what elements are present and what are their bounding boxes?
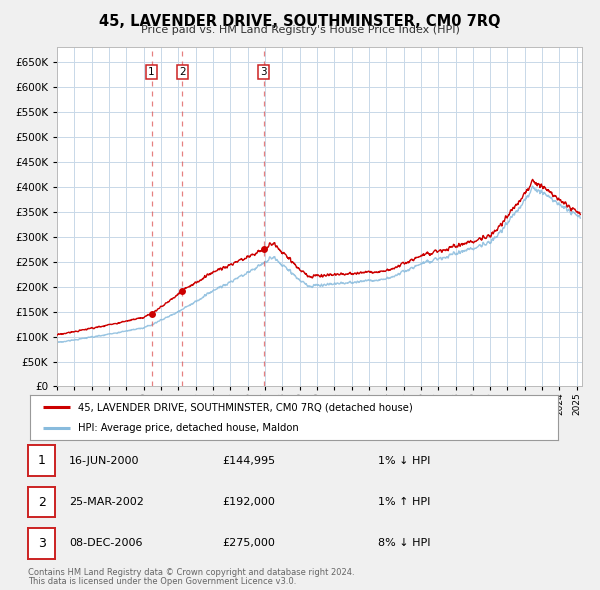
Text: £144,995: £144,995 xyxy=(222,456,275,466)
Text: 16-JUN-2000: 16-JUN-2000 xyxy=(69,456,139,466)
Text: £192,000: £192,000 xyxy=(222,497,275,507)
Text: This data is licensed under the Open Government Licence v3.0.: This data is licensed under the Open Gov… xyxy=(28,578,296,586)
Text: 2: 2 xyxy=(38,496,46,509)
Text: Contains HM Land Registry data © Crown copyright and database right 2024.: Contains HM Land Registry data © Crown c… xyxy=(28,568,355,577)
Text: HPI: Average price, detached house, Maldon: HPI: Average price, detached house, Mald… xyxy=(77,422,298,432)
Text: 2: 2 xyxy=(179,67,185,77)
Text: 45, LAVENDER DRIVE, SOUTHMINSTER, CM0 7RQ: 45, LAVENDER DRIVE, SOUTHMINSTER, CM0 7R… xyxy=(99,14,501,28)
Text: £275,000: £275,000 xyxy=(222,539,275,548)
Text: 3: 3 xyxy=(38,537,46,550)
Text: 1: 1 xyxy=(38,454,46,467)
Text: 45, LAVENDER DRIVE, SOUTHMINSTER, CM0 7RQ (detached house): 45, LAVENDER DRIVE, SOUTHMINSTER, CM0 7R… xyxy=(77,402,412,412)
Text: 3: 3 xyxy=(260,67,267,77)
Text: Price paid vs. HM Land Registry's House Price Index (HPI): Price paid vs. HM Land Registry's House … xyxy=(140,25,460,35)
Text: 1: 1 xyxy=(148,67,155,77)
Text: 8% ↓ HPI: 8% ↓ HPI xyxy=(378,539,431,548)
Text: 1% ↓ HPI: 1% ↓ HPI xyxy=(378,456,430,466)
Text: 25-MAR-2002: 25-MAR-2002 xyxy=(69,497,144,507)
Text: 08-DEC-2006: 08-DEC-2006 xyxy=(69,539,143,548)
Text: 1% ↑ HPI: 1% ↑ HPI xyxy=(378,497,430,507)
